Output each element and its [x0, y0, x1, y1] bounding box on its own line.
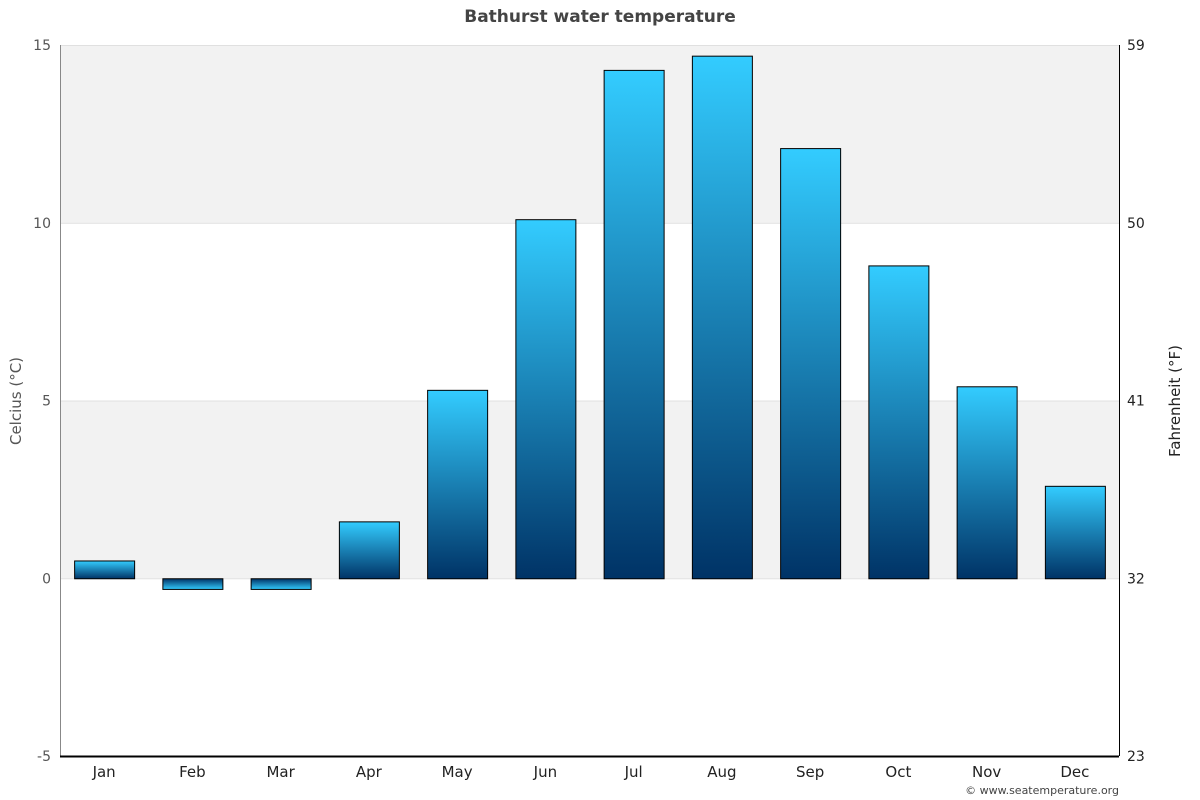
x-tick-label: Apr	[356, 763, 383, 781]
x-tick-label: Nov	[972, 763, 1001, 781]
bar-nov	[956, 386, 1018, 580]
y-tick-label-celsius: 10	[33, 216, 51, 232]
bar-sep	[780, 148, 842, 580]
plot-band	[60, 45, 1119, 223]
x-tick-label: Aug	[707, 763, 736, 781]
y-tick-label-celsius: -5	[37, 749, 51, 765]
chart-title: Bathurst water temperature	[464, 7, 736, 27]
y-axis-label-fahrenheit: Fahrenheit (°F)	[1166, 345, 1184, 457]
gridlines	[60, 45, 1119, 580]
bar-mar	[250, 578, 312, 590]
x-tick-label: May	[442, 763, 473, 781]
x-tick-label: Mar	[266, 763, 295, 781]
y-tick-label-fahrenheit: 23	[1127, 749, 1145, 765]
bar-oct	[868, 265, 930, 580]
y-axis-label-celsius: Celcius (°C)	[7, 356, 25, 446]
x-tick-label: Oct	[885, 763, 911, 781]
x-tick-label: Jul	[624, 763, 643, 781]
y-tick-label-celsius: 5	[42, 394, 51, 410]
y-tick-label-fahrenheit: 59	[1127, 38, 1145, 54]
axes	[60, 45, 1120, 758]
bar-jun	[515, 219, 577, 580]
bar-aug	[691, 55, 753, 580]
x-tick-label: Dec	[1060, 763, 1089, 781]
x-tick-label: Jun	[533, 763, 557, 781]
bar-jan	[74, 560, 136, 580]
plot-bands	[60, 45, 1119, 579]
bar-jul	[603, 69, 665, 580]
y-tick-label-celsius: 0	[42, 571, 51, 587]
y-tick-label-fahrenheit: 50	[1127, 216, 1145, 232]
y-tick-label-celsius: 15	[33, 38, 51, 54]
x-tick-label: Feb	[179, 763, 206, 781]
y-tick-label-fahrenheit: 41	[1127, 394, 1145, 410]
y-tick-label-fahrenheit: 32	[1127, 571, 1145, 587]
bar-apr	[338, 521, 400, 580]
bar-feb	[162, 578, 224, 590]
x-tick-label: Sep	[796, 763, 824, 781]
bars	[74, 55, 1106, 590]
bar-dec	[1044, 485, 1106, 580]
bar-may	[427, 389, 489, 580]
plot-band	[60, 400, 1119, 579]
x-tick-label: Jan	[92, 763, 116, 781]
source-credit: © www.seatemperature.org	[965, 784, 1119, 797]
tick-labels: Jan Feb Mar Apr May Jun Jul Aug Sep Oct Nov Dec 15 10…	[33, 38, 1145, 781]
